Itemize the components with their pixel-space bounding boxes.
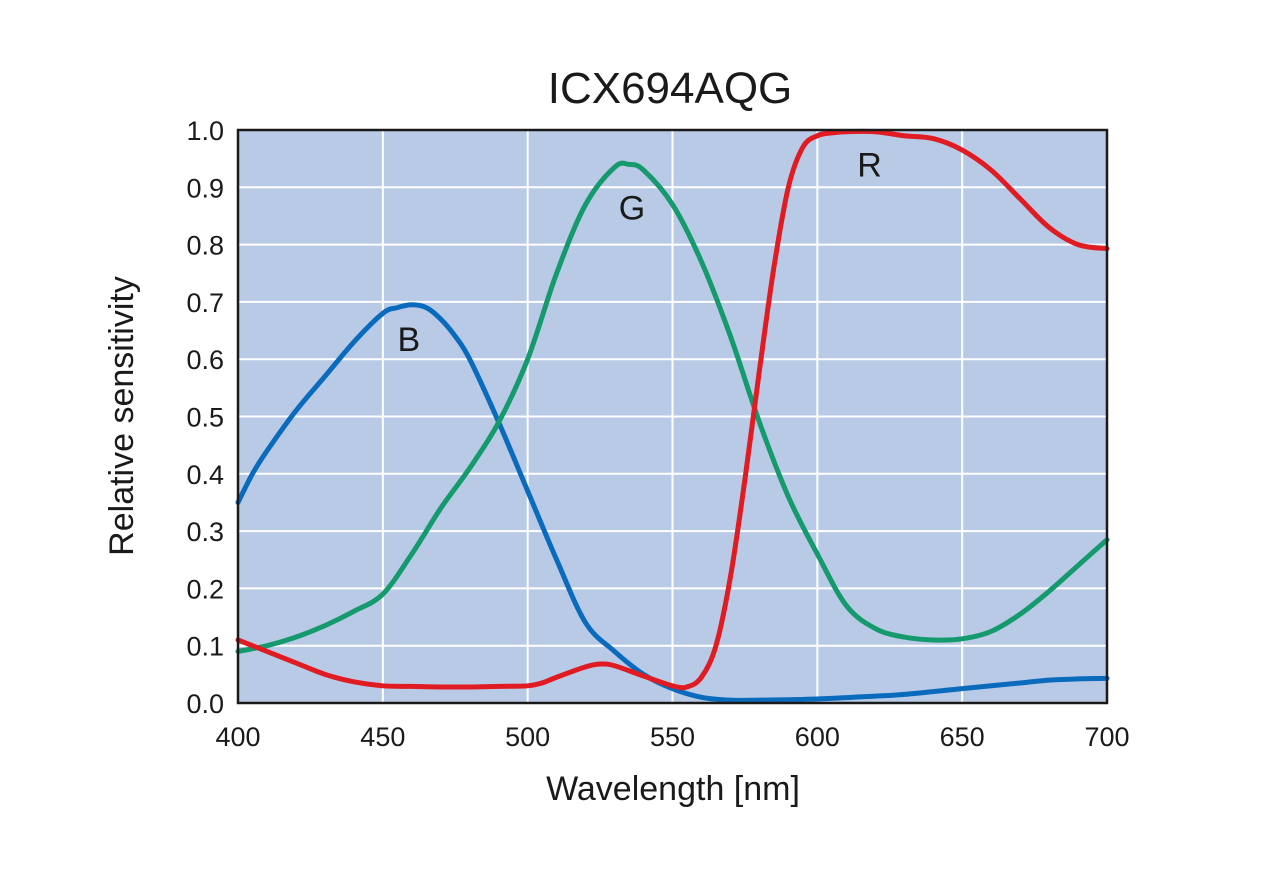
x-tick-label-700: 700 — [1084, 722, 1129, 752]
series-labels: B G R — [398, 146, 882, 359]
y-tick-label-0-7: 0.7 — [186, 288, 224, 318]
x-tick-label-550: 550 — [650, 722, 695, 752]
y-tick-label-0-3: 0.3 — [186, 517, 224, 547]
y-tick-label-0-4: 0.4 — [186, 460, 224, 490]
x-tick-label-600: 600 — [795, 722, 840, 752]
y-tick-label-0-6: 0.6 — [186, 345, 224, 375]
x-tick-label-450: 450 — [360, 722, 405, 752]
series-line-g — [235, 160, 1110, 654]
chart-title: ICX694AQG — [548, 64, 793, 113]
y-tick-label-1: 1.0 — [186, 116, 224, 146]
y-axis-label: Relative sensitivity — [103, 276, 141, 556]
x-tick-label-400: 400 — [215, 722, 260, 752]
series-label-r: R — [857, 146, 882, 184]
y-tick-label-0-8: 0.8 — [186, 231, 224, 261]
x-tick-label-650: 650 — [940, 722, 985, 752]
y-tick-label-0-9: 0.9 — [186, 173, 224, 203]
y-tick-label-0-5: 0.5 — [186, 403, 224, 433]
series-line-r — [235, 128, 1110, 691]
series-line-b — [235, 302, 1110, 703]
series-label-b: B — [398, 321, 421, 359]
y-axis-ticks: 0.0 0.1 0.2 0.3 0.4 0.5 0.6 0.7 0.8 0.9 1.0 — [186, 116, 224, 719]
series-label-g: G — [619, 189, 645, 227]
y-tick-label-0: 0.0 — [186, 689, 224, 719]
series-curves — [235, 128, 1110, 703]
y-tick-label-0-1: 0.1 — [186, 632, 224, 662]
x-tick-label-500: 500 — [505, 722, 550, 752]
y-tick-label-0-2: 0.2 — [186, 574, 224, 604]
plot-frame — [236, 128, 1109, 705]
x-axis-ticks: 400 450 500 550 600 650 700 — [215, 722, 1129, 752]
x-axis-label: Wavelength [nm] — [546, 770, 800, 808]
